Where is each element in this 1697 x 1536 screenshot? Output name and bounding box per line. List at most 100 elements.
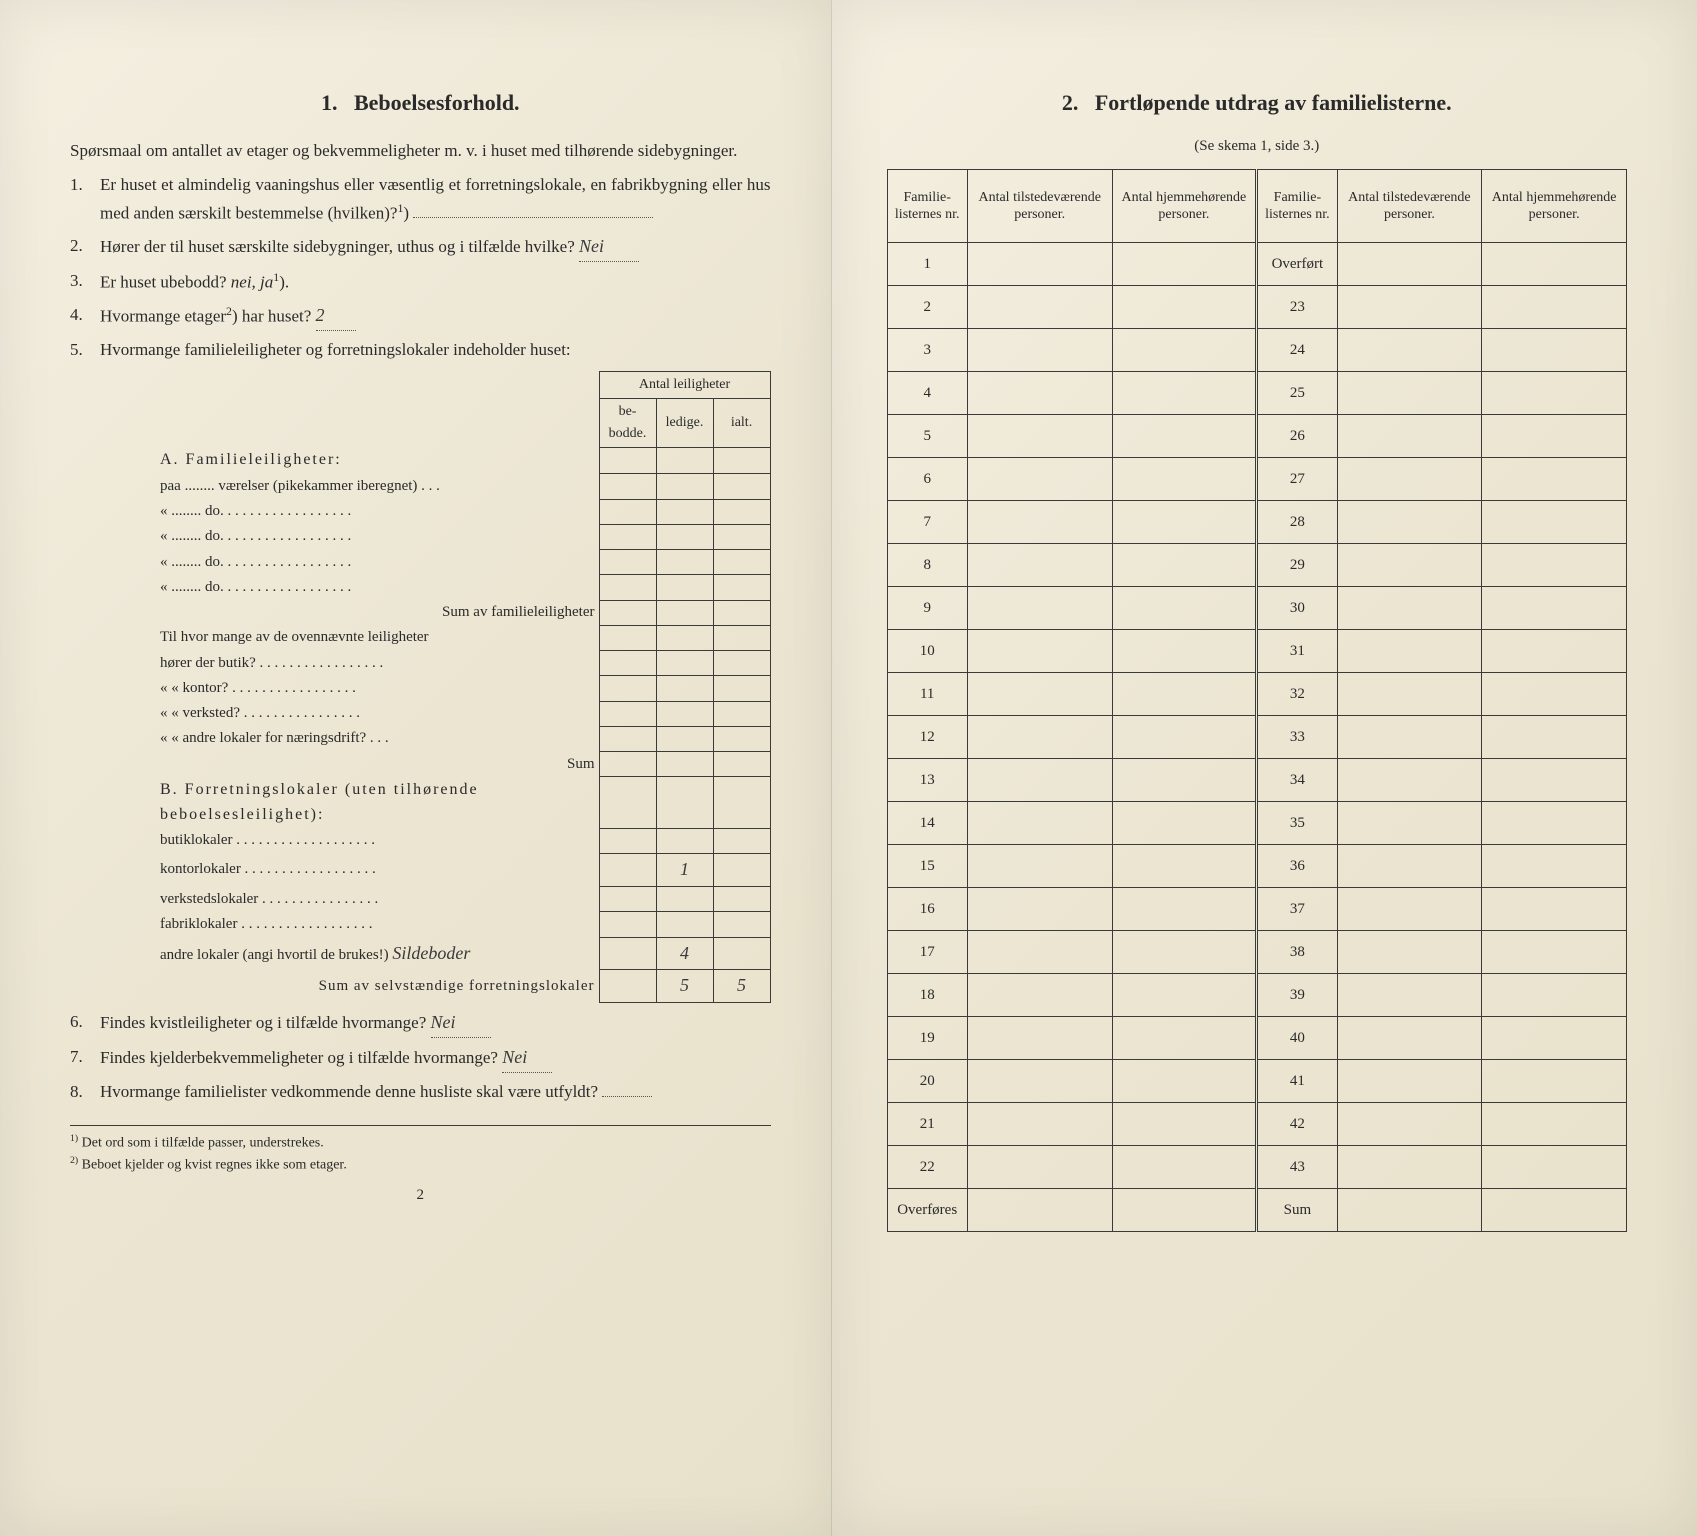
fam-right-hjemme (1482, 845, 1627, 888)
table-row: 223 (887, 286, 1626, 329)
question-3: Er huset ubebodd? nei, ja1). (96, 268, 771, 296)
table-row: 1435 (887, 802, 1626, 845)
leil-col-ialt: ialt. (713, 399, 770, 447)
B-sum-label: Sum av selvstændige forretningslokaler (160, 970, 599, 1003)
right-subtitle: (Se skema 1, side 3.) (887, 138, 1627, 155)
fam-right-tilstede (1337, 243, 1482, 286)
question-1: Er huset et almindelig vaaningshus eller… (96, 172, 771, 226)
left-heading: 1. Beboelsesforhold. (70, 90, 771, 116)
table-row: 1536 (887, 845, 1626, 888)
fam-right-tilstede (1337, 286, 1482, 329)
q1-answer-line (413, 217, 653, 218)
fam-left-tilstede (967, 415, 1112, 458)
fam-left-nr: 5 (887, 415, 967, 458)
fam-right-nr: 33 (1257, 716, 1337, 759)
q4-prefix: Hvormange etager (100, 306, 226, 325)
footnotes: 1) Det ord som i tilfælde passer, unders… (70, 1125, 771, 1175)
fam-left-nr: 15 (887, 845, 967, 888)
fam-left-nr: 18 (887, 974, 967, 1017)
fam-left-tilstede (967, 372, 1112, 415)
leil-col-ledige: ledige. (656, 399, 713, 447)
fam-right-hjemme (1482, 372, 1627, 415)
question-5: Hvormange familieleiligheter og forretni… (96, 337, 771, 1003)
fam-left-tilstede (967, 630, 1112, 673)
page-number: 2 (70, 1187, 771, 1204)
B-row-1-val: 1 (680, 859, 689, 879)
fam-left-tilstede (967, 1060, 1112, 1103)
fam-left-hjemme (1112, 458, 1257, 501)
leil-header: Antal leiligheter (599, 372, 770, 399)
B-row-4: andre lokaler (angi hvortil de brukes!) … (160, 937, 599, 970)
fam-left-tilstede (967, 1017, 1112, 1060)
fam-left-hjemme (1112, 544, 1257, 587)
fam-h3: Familie- listernes nr. (1257, 170, 1337, 243)
fam-right-nr: 32 (1257, 673, 1337, 716)
table-row: 1839 (887, 974, 1626, 1017)
fam-left-nr: 11 (887, 673, 967, 716)
fam-right-hjemme (1482, 1060, 1627, 1103)
question-6: Findes kvistleiligheter og i tilfælde hv… (96, 1009, 771, 1038)
section-number-r: 2. (1062, 90, 1079, 115)
fam-right-hjemme (1482, 501, 1627, 544)
fam-right-nr: 27 (1257, 458, 1337, 501)
right-page: 2. Fortløpende utdrag av familielisterne… (832, 0, 1697, 1536)
fam-right-hjemme (1482, 544, 1627, 587)
fam-right-tilstede (1337, 372, 1482, 415)
fam-right-tilstede (1337, 458, 1482, 501)
fam-right-tilstede (1337, 931, 1482, 974)
fam-right-hjemme (1482, 1017, 1627, 1060)
fam-right-tilstede (1337, 1103, 1482, 1146)
fam-left-nr: 12 (887, 716, 967, 759)
leilighet-table: Antal leiligheter be- bodde. ledige. ial… (160, 371, 771, 1003)
q7-answer: Nei (502, 1047, 527, 1067)
table-row: 728 (887, 501, 1626, 544)
fam-left-tilstede (967, 286, 1112, 329)
fam-left-tilstede (967, 845, 1112, 888)
fam-left-tilstede (967, 974, 1112, 1017)
q7-answer-line: Nei (502, 1044, 552, 1073)
fam-left-nr: 6 (887, 458, 967, 501)
section-title-text: Beboelsesforhold. (354, 90, 520, 115)
fam-right-tilstede (1337, 587, 1482, 630)
fam-left-tilstede (967, 716, 1112, 759)
fam-left-tilstede (967, 802, 1112, 845)
fam-right-nr: 34 (1257, 759, 1337, 802)
fam-left-tilstede (967, 329, 1112, 372)
fam-right-nr: 23 (1257, 286, 1337, 329)
fam-left-hjemme (1112, 759, 1257, 802)
fam-left-nr: 17 (887, 931, 967, 974)
fam-right-hjemme (1482, 759, 1627, 802)
table-row: 2041 (887, 1060, 1626, 1103)
q4-suffix: har huset? (242, 306, 311, 325)
fam-right-tilstede (1337, 673, 1482, 716)
fam-left-hjemme (1112, 1103, 1257, 1146)
fam-left-tilstede (967, 673, 1112, 716)
intro-paragraph: Spørsmaal om antallet av etager og bekve… (70, 138, 771, 164)
table-row: 1334 (887, 759, 1626, 802)
q6-answer-line: Nei (431, 1009, 491, 1038)
table-row: 1940 (887, 1017, 1626, 1060)
fam-right-nr: 28 (1257, 501, 1337, 544)
document-spread: 1. Beboelsesforhold. Spørsmaal om antall… (0, 0, 1697, 1536)
fam-right-nr: 37 (1257, 888, 1337, 931)
fam-right-nr: 40 (1257, 1017, 1337, 1060)
fam-left-hjemme (1112, 974, 1257, 1017)
fam-right-hjemme (1482, 329, 1627, 372)
fam-left-nr: 10 (887, 630, 967, 673)
fam-left-nr: 14 (887, 802, 967, 845)
fam-right-hjemme (1482, 888, 1627, 931)
fam-right-hjemme (1482, 974, 1627, 1017)
fam-right-tilstede (1337, 501, 1482, 544)
fam-left-tilstede (967, 1189, 1112, 1232)
question-4: Hvormange etager2) har huset? 2 (96, 302, 771, 332)
table-row: 6 27 (887, 458, 1626, 501)
q3-options: nei, ja (231, 272, 274, 291)
fam-left-hjemme (1112, 888, 1257, 931)
fam-right-hjemme (1482, 802, 1627, 845)
fam-left-hjemme (1112, 372, 1257, 415)
fam-right-hjemme (1482, 1103, 1627, 1146)
A-row-4: « ........ do. . . . . . . . . . . . . .… (160, 575, 599, 600)
table-row: 425 (887, 372, 1626, 415)
fam-h0: Familie- listernes nr. (887, 170, 967, 243)
footnote-2: 2) Beboet kjelder og kvist regnes ikke s… (70, 1154, 771, 1175)
